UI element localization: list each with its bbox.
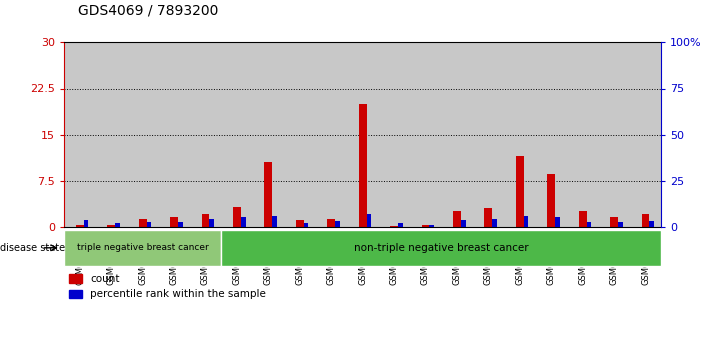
Bar [170,217,178,227]
Bar [422,225,429,227]
Bar [139,219,146,227]
Bar [442,42,473,227]
Bar [599,42,630,227]
Bar [221,230,661,266]
Bar [107,225,115,227]
Bar [159,42,190,227]
Bar [284,42,316,227]
Bar [252,42,284,227]
Bar [201,214,209,227]
Bar [649,221,654,227]
Bar [587,222,592,227]
Bar [241,217,245,227]
Bar [272,216,277,227]
Bar [221,42,252,227]
Bar [316,42,347,227]
Bar [209,219,214,227]
Bar [296,221,304,227]
Bar [115,223,119,227]
Bar [190,42,221,227]
Text: disease state: disease state [0,243,65,253]
Legend: count, percentile rank within the sample: count, percentile rank within the sample [69,274,266,299]
Bar [264,162,272,227]
Bar [390,226,398,227]
Text: non-triple negative breast cancer: non-triple negative breast cancer [354,243,528,253]
Bar [367,214,371,227]
Bar [358,104,367,227]
Bar [76,225,84,227]
Bar [567,42,599,227]
Bar [429,225,434,227]
Bar [641,214,649,227]
Bar [84,221,88,227]
Text: GDS4069 / 7893200: GDS4069 / 7893200 [78,4,218,18]
Bar [484,208,492,227]
Bar [618,222,623,227]
Bar [516,156,524,227]
Bar [327,218,335,227]
Bar [95,42,127,227]
Bar [610,217,618,227]
Bar [524,216,528,227]
Bar [504,42,535,227]
Bar [410,42,442,227]
Bar [547,175,555,227]
Bar [461,221,466,227]
Bar [555,217,560,227]
Bar [304,223,309,227]
Bar [233,207,241,227]
Bar [535,42,567,227]
Bar [347,42,378,227]
Bar [127,42,159,227]
Bar [64,42,95,227]
Bar [630,42,661,227]
Bar [146,222,151,227]
Bar [473,42,504,227]
Bar [378,42,410,227]
Bar [579,211,587,227]
Bar [398,223,402,227]
Text: triple negative breast cancer: triple negative breast cancer [77,243,208,252]
Bar [453,211,461,227]
Bar [178,222,183,227]
Bar [335,221,340,227]
Bar [64,230,221,266]
Bar [492,219,497,227]
